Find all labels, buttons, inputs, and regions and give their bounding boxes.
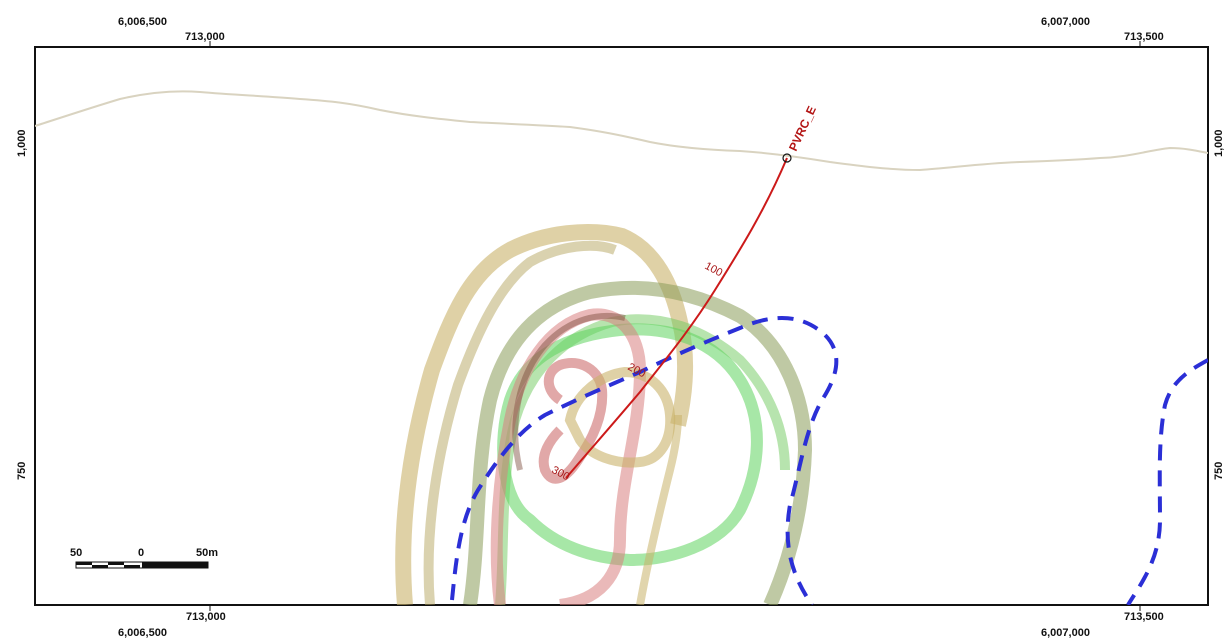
top-northing-left: 6,006,500 <box>118 16 167 28</box>
drillhole-collar-icon <box>782 153 792 163</box>
shell-outer-tan-2 <box>423 240 617 605</box>
shell-dark-spiral <box>512 312 626 471</box>
dashed-boundary-right <box>1126 358 1208 605</box>
shell-core-red <box>538 358 608 484</box>
dashed-boundary-center <box>450 316 839 605</box>
scale-zero-label: 0 <box>138 547 144 559</box>
shell-large-green <box>463 280 813 605</box>
left-elev-upper: 1,000 <box>16 129 28 157</box>
scale-right-label: 50m <box>196 547 218 559</box>
shell-tan-lower <box>636 414 682 605</box>
topography-line <box>35 90 1208 172</box>
bottom-easting-left: 713,000 <box>186 611 226 623</box>
left-elev-lower: 750 <box>16 462 28 480</box>
bottom-northing-left: 6,006,500 <box>118 627 167 639</box>
top-easting-left: 713,000 <box>185 31 225 43</box>
frame-ticks <box>209 41 1141 611</box>
drillhole-trace <box>565 157 788 479</box>
right-elev-upper: 1,000 <box>1213 129 1225 157</box>
scale-bar: 50 0 50m <box>70 547 218 569</box>
right-elev-lower: 750 <box>1213 462 1225 480</box>
shell-inner-tan <box>564 366 676 468</box>
scale-left-label: 50 <box>70 547 82 559</box>
bottom-northing-right: 6,007,000 <box>1041 627 1090 639</box>
top-easting-right: 713,500 <box>1124 31 1164 43</box>
bottom-easting-right: 713,500 <box>1124 611 1164 623</box>
top-northing-right: 6,007,000 <box>1041 16 1090 28</box>
